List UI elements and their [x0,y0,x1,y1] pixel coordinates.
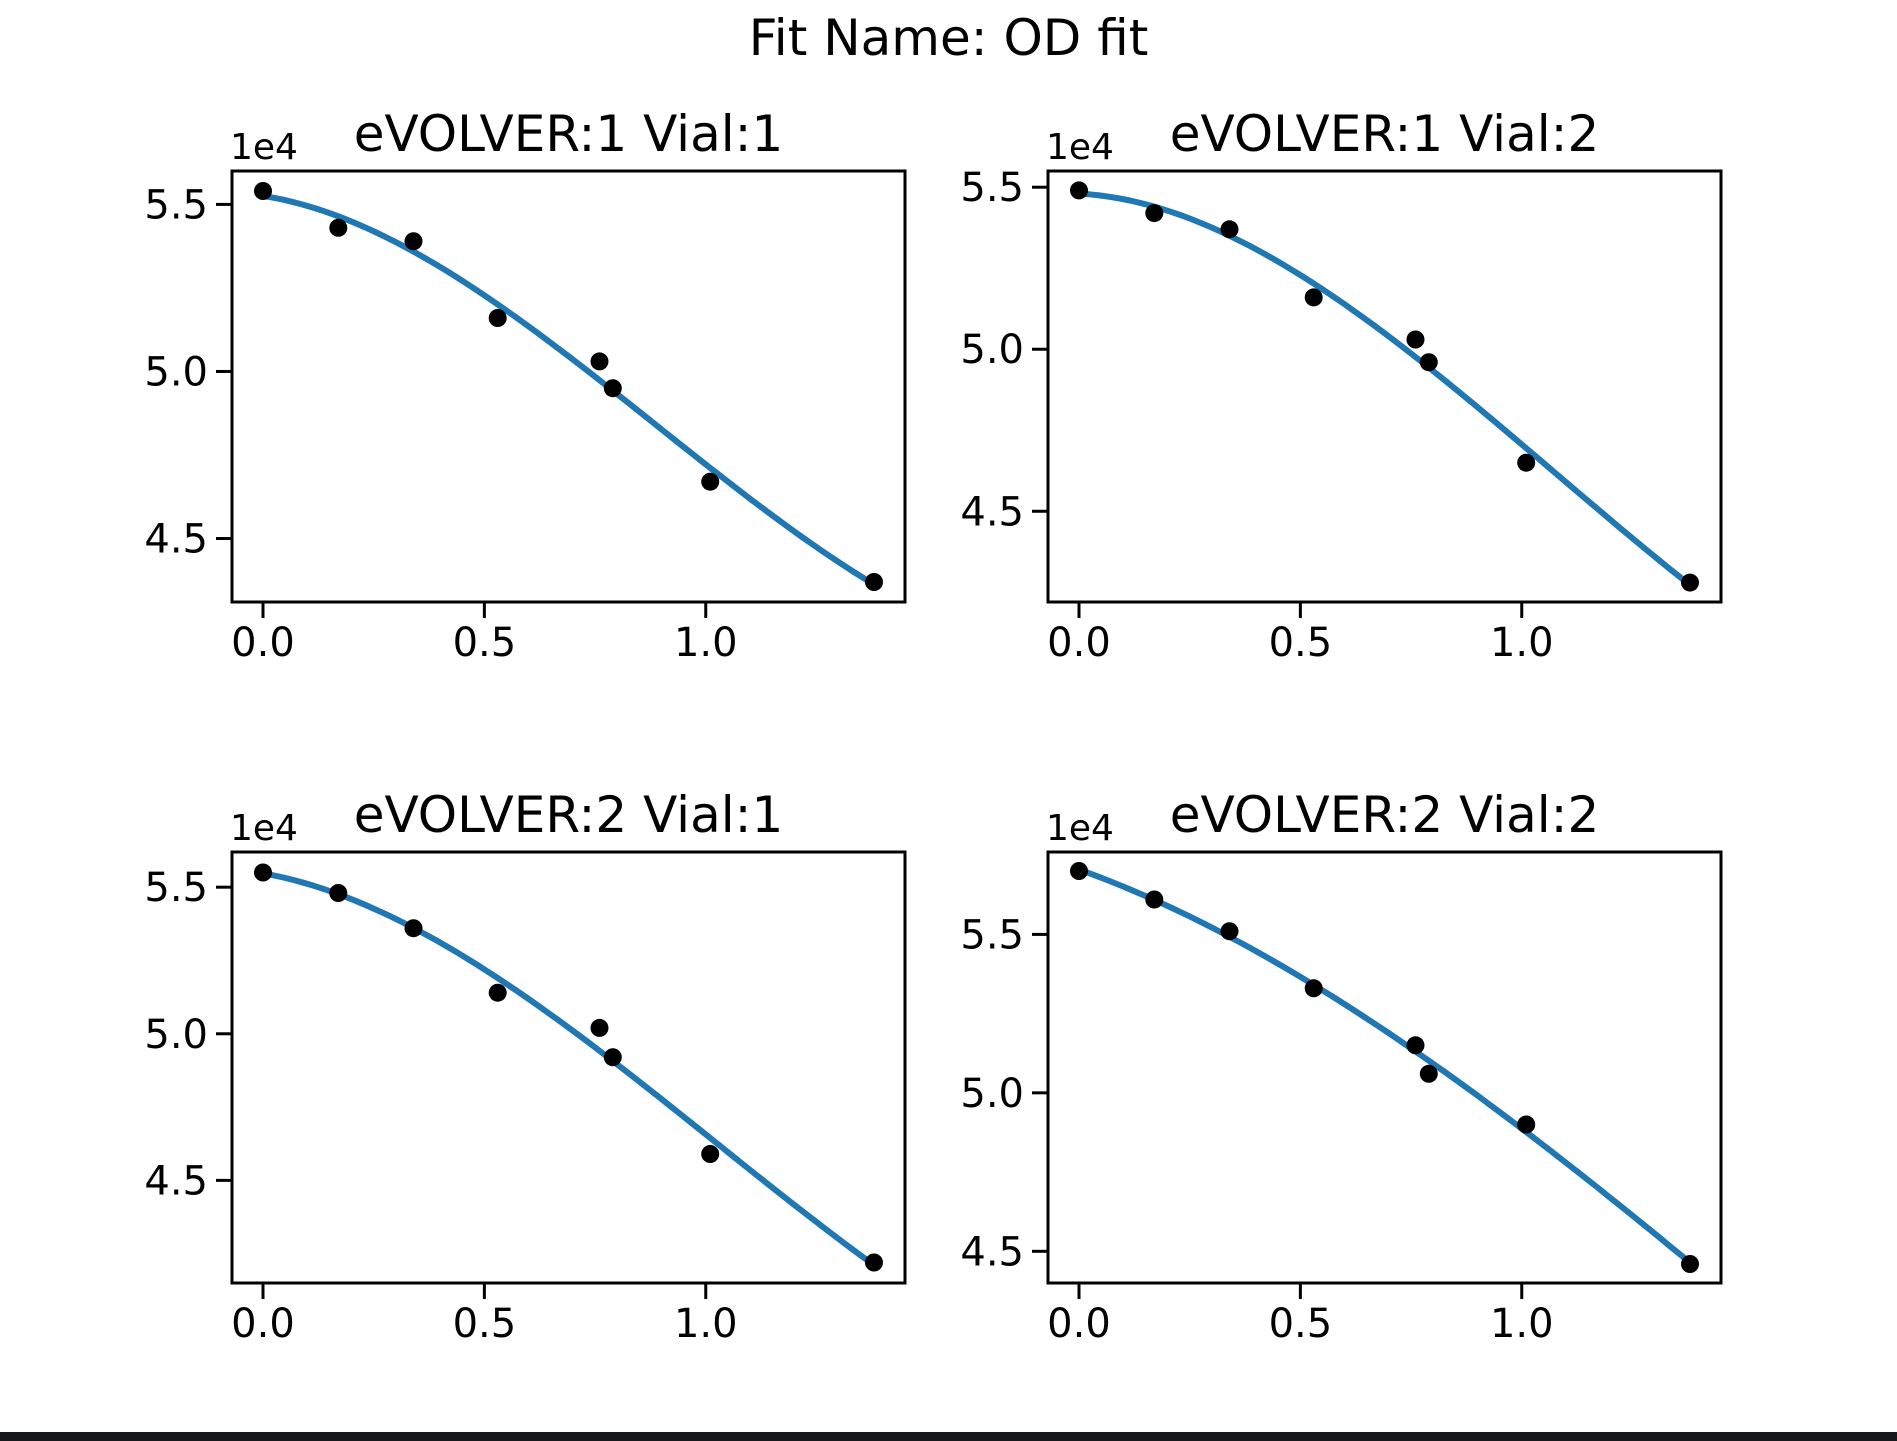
data-point [701,472,720,491]
data-point [1304,288,1323,307]
bottom-window-edge [0,1432,1897,1441]
data-point [1070,862,1088,880]
x-tick-label: 1.0 [674,620,738,666]
data-point [1681,1255,1699,1273]
subplot-title: eVOLVER:1 Vial:2 [1170,105,1600,163]
y-axis-offset-label: 1e4 [1046,808,1114,849]
data-point [590,1018,609,1037]
subplot-evolver-1-vial-1: 0.0 0.5 1.0 4.5 5.0 5.5 1e4 eVOLVER:1 Vial:1 [144,105,907,666]
x-tick-label: 1.0 [1490,620,1554,666]
x-tick-label: 0.5 [1269,620,1333,666]
subplot-evolver-1-vial-2: 0.0 0.5 1.0 4.5 5.0 5.5 1e4 eVOLVER:1 Vial:2 [960,105,1723,666]
data-point [1145,890,1164,909]
data-point [1304,979,1323,998]
x-tick-label: 1.0 [1490,1301,1554,1347]
y-tick-label: 5.0 [144,1012,208,1058]
y-tick-label: 5.5 [960,912,1024,958]
subplot-title: eVOLVER:1 Vial:1 [354,105,784,163]
y-tick-label: 5.0 [960,1071,1024,1117]
y-tick-label: 5.0 [960,327,1024,373]
x-tick-label: 0.0 [1047,620,1111,666]
data-point [1517,1115,1536,1134]
y-tick-label: 4.5 [144,1158,208,1204]
subplot-title: eVOLVER:2 Vial:1 [354,786,784,844]
subplot-evolver-2-vial-2: 0.0 0.5 1.0 4.5 5.0 5.5 1e4 eVOLVER:2 Vial:2 [960,786,1723,1347]
data-point [1419,1064,1438,1083]
data-point [329,884,348,902]
fit-line [260,870,877,1269]
subplot-evolver-2-vial-1: 0.0 0.5 1.0 4.5 5.0 5.5 1e4 eVOLVER:2 Vial:1 [144,786,907,1347]
axes-frame [230,169,907,604]
subplot-title: eVOLVER:2 Vial:2 [1170,786,1600,844]
data-point [1145,204,1164,223]
fit-line [1076,190,1693,588]
data-point [404,232,423,251]
y-tick-label: 5.5 [960,165,1024,211]
fit-line [1076,866,1693,1266]
data-point [603,1048,622,1067]
fit-line [260,192,877,588]
x-tick-label: 0.5 [453,620,517,666]
x-tick-label: 0.5 [453,1301,517,1347]
data-point [1220,922,1239,941]
data-point [865,1253,883,1272]
x-tick-label: 0.0 [231,620,295,666]
y-axis-offset-label: 1e4 [1046,127,1114,168]
data-point [488,983,507,1002]
data-point [701,1145,720,1163]
data-point [254,182,272,200]
y-tick-label: 5.5 [144,182,208,228]
data-point [590,352,609,371]
y-tick-label: 5.5 [144,865,208,911]
data-point [488,309,507,327]
x-tick-label: 1.0 [674,1301,738,1347]
x-tick-label: 0.5 [1269,1301,1333,1347]
axes-frame [230,850,907,1285]
data-point [865,573,883,591]
data-point [404,919,423,938]
y-axis-offset-label: 1e4 [230,127,298,168]
data-point [1220,220,1239,239]
y-tick-label: 5.0 [144,349,208,395]
y-axis-offset-label: 1e4 [230,808,298,849]
x-tick-label: 0.0 [1047,1301,1111,1347]
y-tick-label: 4.5 [960,489,1024,535]
data-point [1070,181,1088,200]
data-point [1681,573,1699,592]
x-tick-label: 0.0 [231,1301,295,1347]
figure-suptitle: Fit Name: OD fit [748,9,1149,67]
axes-frame [1046,169,1723,604]
data-point [603,379,622,398]
y-tick-label: 4.5 [144,517,208,563]
data-point [329,218,348,237]
data-point [254,863,272,882]
data-point [1517,453,1536,472]
axes-frame [1046,850,1723,1285]
data-point [1406,330,1425,349]
y-tick-label: 4.5 [960,1229,1024,1275]
data-point [1419,353,1438,372]
data-point [1406,1036,1425,1055]
